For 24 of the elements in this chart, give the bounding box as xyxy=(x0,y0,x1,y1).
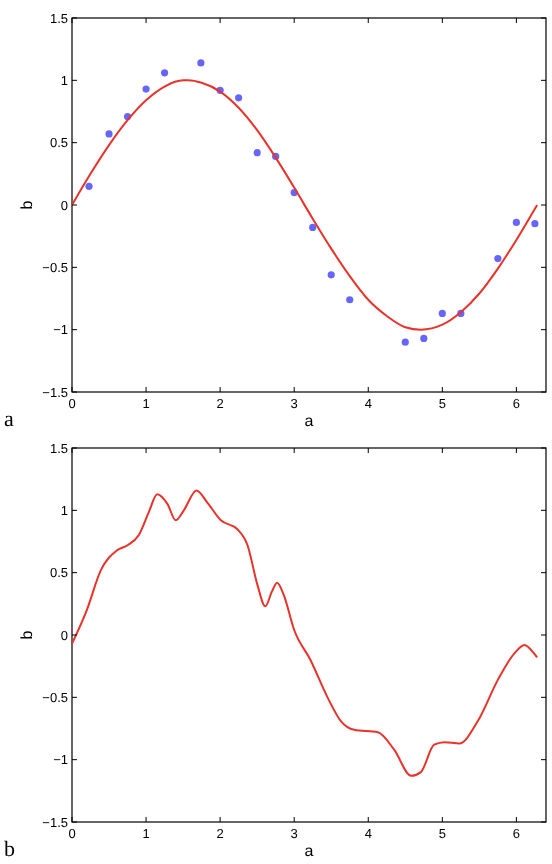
point xyxy=(438,309,446,318)
point xyxy=(142,85,150,93)
point xyxy=(105,130,113,138)
point xyxy=(420,334,428,342)
y-axis-title: b xyxy=(18,199,36,210)
point xyxy=(401,338,409,346)
line-series xyxy=(71,489,539,777)
point xyxy=(327,271,335,279)
point xyxy=(235,94,243,102)
point xyxy=(160,69,169,77)
point xyxy=(85,182,93,190)
text: a xyxy=(4,408,14,432)
point xyxy=(494,255,502,263)
y-axis-title: b xyxy=(18,629,36,640)
x-axis-title: a xyxy=(304,412,315,430)
point xyxy=(512,218,520,227)
x-axis-title: a xyxy=(304,842,315,860)
text: b xyxy=(4,838,16,862)
point xyxy=(531,220,539,228)
point xyxy=(253,149,261,157)
line-series xyxy=(71,79,539,331)
point xyxy=(346,296,354,304)
point xyxy=(197,59,205,67)
point xyxy=(309,223,317,232)
